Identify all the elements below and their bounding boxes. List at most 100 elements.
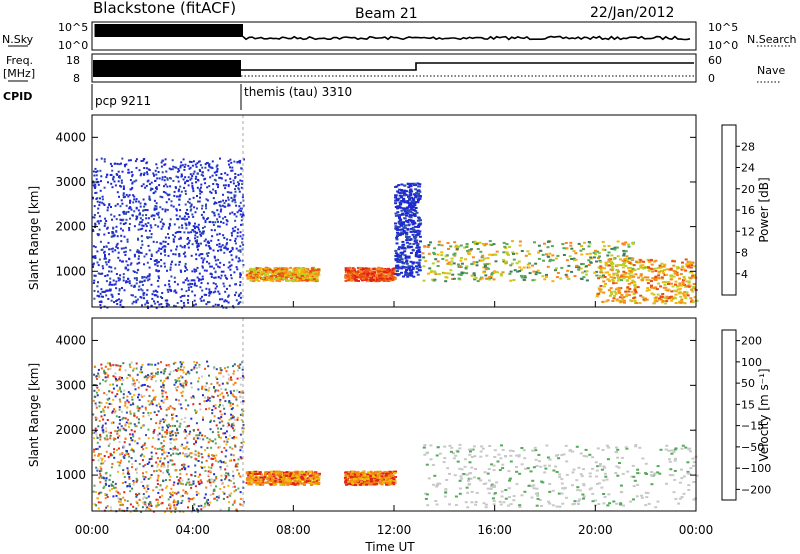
data-cell [580, 245, 584, 248]
data-cell [670, 290, 674, 293]
data-cell [442, 272, 446, 275]
data-cell [204, 449, 207, 452]
data-cell [115, 300, 118, 303]
data-cell [101, 265, 104, 268]
freq-pcp-block [93, 60, 241, 77]
data-cell [97, 492, 100, 495]
data-cell [188, 454, 191, 457]
data-cell [599, 268, 603, 271]
data-cell [136, 479, 139, 482]
data-cell [230, 480, 233, 482]
data-cell [128, 194, 131, 197]
data-cell [198, 402, 201, 405]
data-cell [418, 190, 422, 193]
data-cell [184, 203, 187, 206]
data-cell [275, 279, 279, 282]
data-cell [201, 261, 204, 264]
data-cell [155, 188, 158, 191]
data-cell [104, 255, 106, 258]
data-cell [153, 207, 156, 210]
data-cell [550, 245, 554, 248]
data-cell [181, 479, 184, 482]
data-cell [413, 231, 417, 234]
data-cell [143, 444, 146, 447]
data-cell [222, 199, 225, 202]
data-cell [137, 421, 140, 424]
data-cell [213, 367, 216, 370]
data-cell [140, 160, 143, 162]
data-cell [130, 449, 133, 452]
data-cell [179, 368, 182, 371]
data-cell [122, 279, 125, 282]
data-cell [214, 287, 217, 290]
data-cell [465, 272, 469, 275]
data-cell [145, 276, 148, 279]
data-cell [235, 255, 238, 258]
data-cell [124, 481, 127, 484]
data-cell [189, 178, 192, 181]
data-cell [223, 446, 226, 449]
data-cell [208, 164, 210, 167]
data-cell [110, 266, 113, 269]
data-cell [195, 493, 198, 496]
data-cell [217, 417, 220, 420]
data-cell [615, 246, 619, 249]
data-cell [182, 361, 185, 364]
data-cell [210, 478, 213, 481]
data-cell [143, 263, 145, 266]
data-cell [417, 185, 421, 188]
data-cell [556, 272, 560, 274]
data-cell [204, 219, 207, 222]
data-cell [103, 455, 106, 457]
data-cell [120, 240, 123, 243]
data-cell [512, 258, 516, 261]
data-cell [109, 363, 112, 366]
data-cell [129, 503, 132, 506]
data-cell [136, 250, 139, 253]
data-cell [150, 372, 153, 375]
data-cell [93, 448, 96, 451]
data-cell [412, 275, 416, 278]
data-cell [129, 412, 132, 415]
data-cell [403, 194, 407, 197]
data-cell [224, 179, 227, 182]
data-cell [156, 448, 159, 450]
data-cell [417, 193, 421, 195]
data-cell [109, 281, 112, 284]
data-cell [240, 419, 243, 421]
data-cell [131, 182, 134, 185]
data-cell [239, 497, 242, 500]
data-cell [450, 257, 454, 260]
data-cell [600, 266, 604, 269]
data-cell [188, 424, 190, 427]
data-cell [161, 445, 164, 448]
data-cell [183, 421, 186, 423]
data-cell [166, 185, 169, 188]
data-cell [222, 461, 225, 464]
data-cell [387, 267, 391, 270]
data-cell [172, 433, 174, 436]
data-cell [224, 299, 227, 302]
data-cell [450, 260, 454, 263]
data-cell [473, 242, 477, 245]
data-cell [214, 442, 217, 445]
data-cell [189, 430, 192, 433]
data-cell [125, 260, 128, 263]
data-cell [177, 218, 180, 221]
data-cell [404, 231, 408, 234]
data-cell [651, 277, 655, 280]
data-cell [147, 488, 150, 490]
data-cell [191, 283, 194, 285]
data-cell [128, 223, 131, 225]
data-cell [610, 278, 614, 281]
data-cell [169, 447, 172, 450]
data-cell [495, 250, 499, 253]
data-cell [141, 218, 144, 221]
data-cell [101, 290, 104, 293]
data-cell [300, 271, 304, 274]
data-cell [217, 275, 220, 278]
data-cell [203, 178, 206, 181]
data-cell [127, 418, 129, 421]
data-cell [238, 190, 241, 193]
data-cell [624, 250, 628, 253]
